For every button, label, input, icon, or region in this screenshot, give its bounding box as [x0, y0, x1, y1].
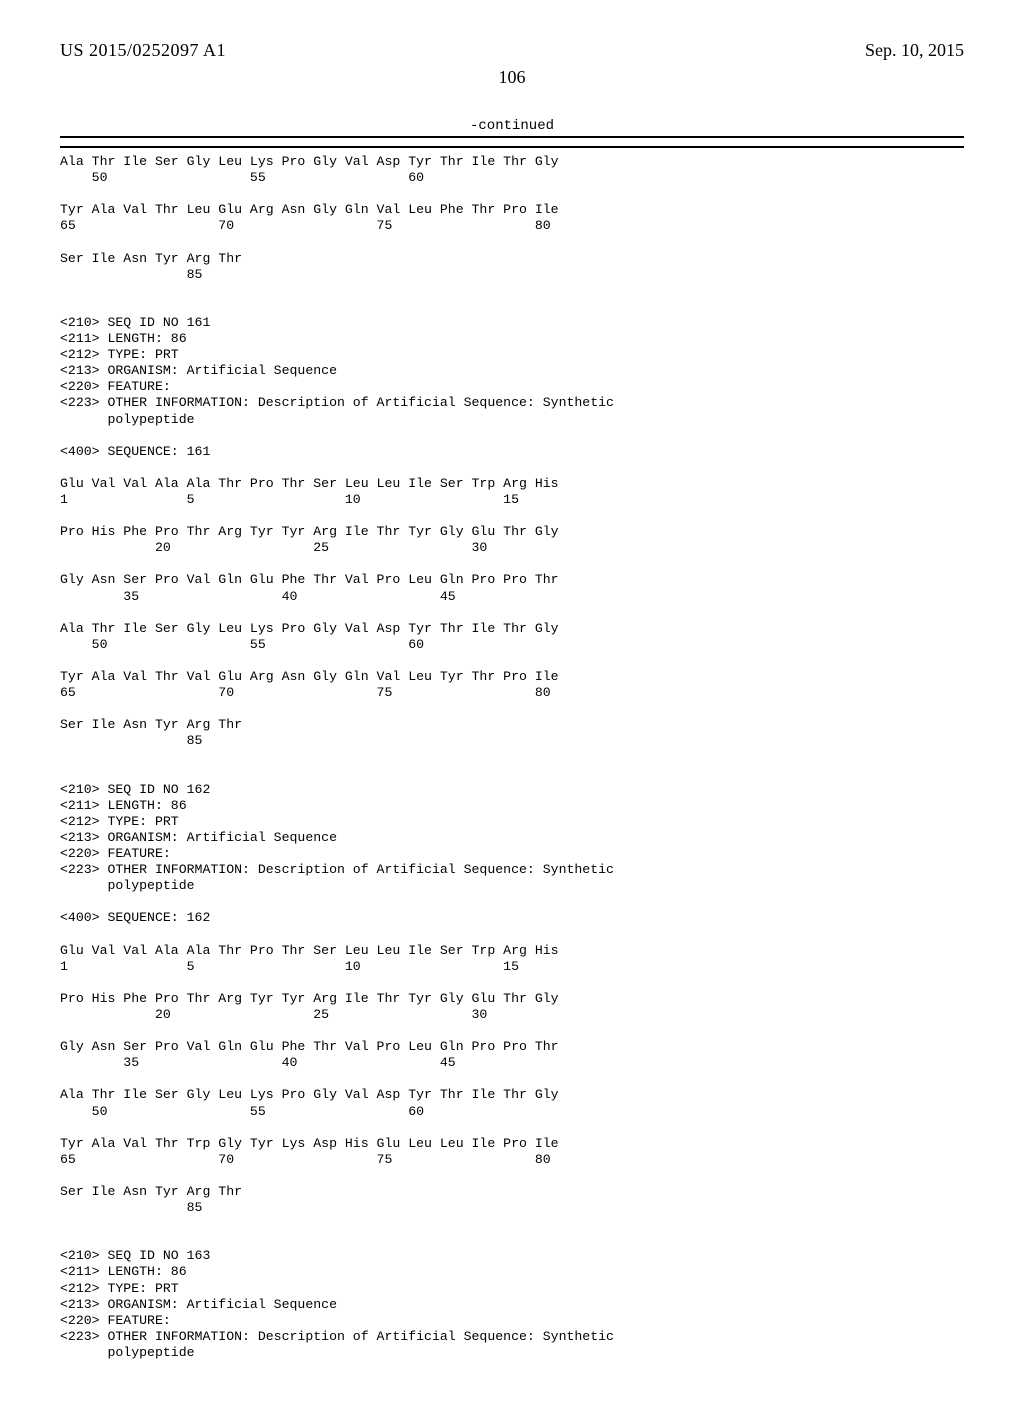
- continued-label: -continued: [60, 118, 964, 134]
- top-rule-2: [60, 146, 964, 148]
- sequence-listing: Ala Thr Ile Ser Gly Leu Lys Pro Gly Val …: [60, 154, 964, 1361]
- publication-date: Sep. 10, 2015: [865, 40, 964, 61]
- page-header: US 2015/0252097 A1 Sep. 10, 2015: [60, 40, 964, 61]
- top-rule: [60, 136, 964, 138]
- page-number: 106: [60, 67, 964, 88]
- publication-number: US 2015/0252097 A1: [60, 40, 226, 61]
